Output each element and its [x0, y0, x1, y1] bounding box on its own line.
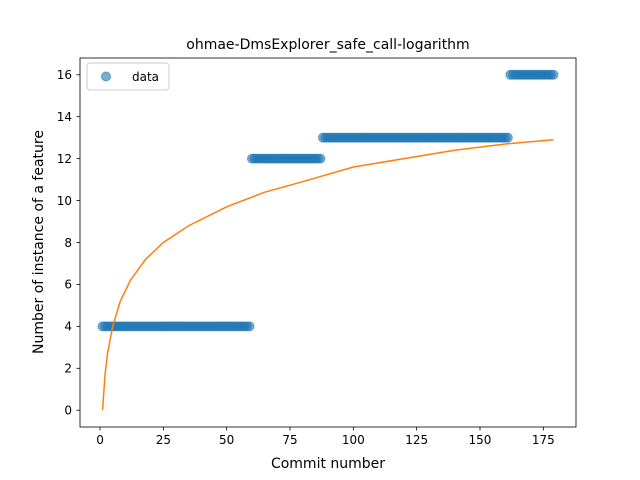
legend-marker-data — [101, 71, 111, 82]
x-tick-label: 75 — [282, 433, 297, 447]
x-tick-label: 175 — [532, 433, 555, 447]
y-tick-label: 0 — [64, 404, 72, 418]
y-tick-label: 2 — [64, 362, 72, 376]
data-point — [548, 69, 559, 80]
y-tick-label: 12 — [57, 152, 72, 166]
x-tick-label: 25 — [156, 433, 171, 447]
y-axis-title: Number of instance of a feature — [31, 130, 47, 354]
legend-label-data: data — [132, 70, 159, 84]
legend-box — [86, 62, 170, 91]
x-tick-label: 150 — [469, 433, 492, 447]
chart-title: ohmae-DmsExplorer_safe_call-logarithm — [186, 37, 469, 53]
y-tick-label: 16 — [57, 68, 72, 82]
x-tick-label: 50 — [219, 433, 234, 447]
y-tick-label: 8 — [64, 236, 72, 250]
data-point — [502, 132, 513, 143]
data-point — [315, 153, 326, 164]
x-tick-label: 100 — [342, 433, 365, 447]
y-tick-label: 10 — [57, 194, 72, 208]
x-tick-label: 125 — [405, 433, 428, 447]
fit-line — [101, 139, 554, 411]
x-tick-label: 0 — [96, 433, 104, 447]
legend: data — [86, 62, 170, 91]
data-point — [244, 321, 255, 332]
plot-area — [97, 69, 559, 411]
y-tick-label: 6 — [64, 278, 72, 292]
y-tick-label: 4 — [64, 320, 72, 334]
axes: 0 25 50 75 100 125 150 175 0 2 4 6 8 10 12 14 16 — [57, 57, 577, 447]
y-tick-label: 14 — [57, 110, 72, 124]
x-axis-title: Commit number — [271, 456, 385, 472]
